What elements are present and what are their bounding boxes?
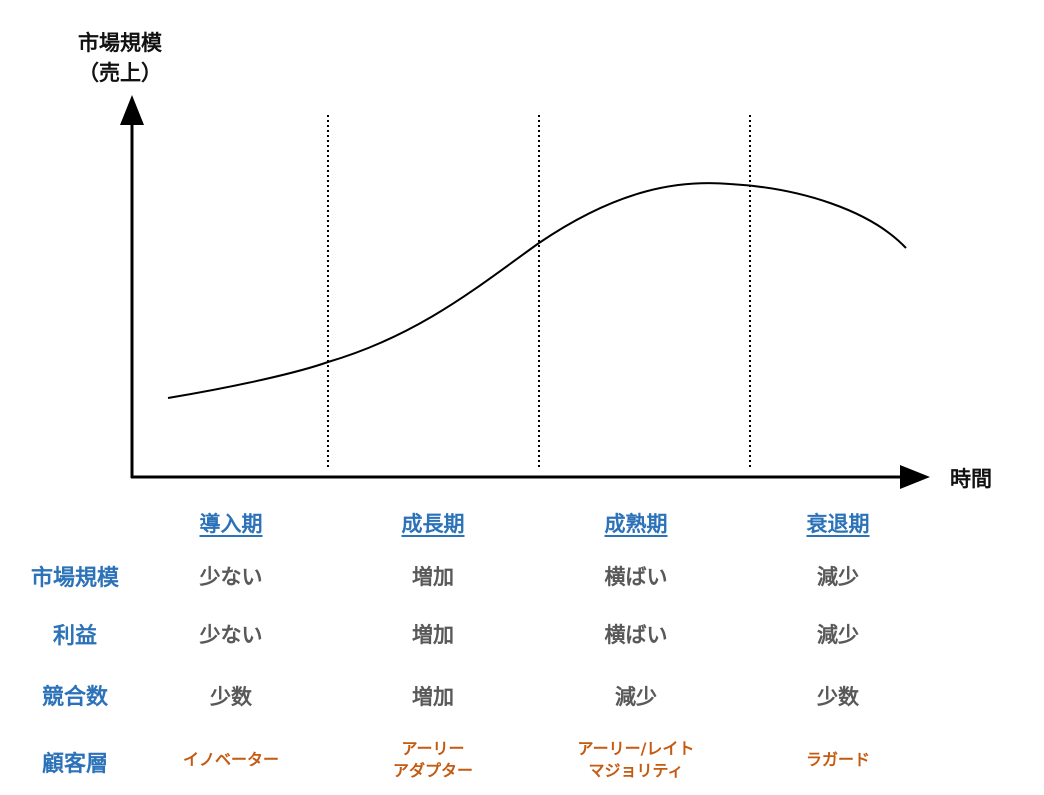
phase-decline: 衰退期 bbox=[806, 512, 870, 536]
y-axis-label-line2: （売上） bbox=[78, 61, 162, 85]
cell-competitors-decline: 少数 bbox=[817, 685, 859, 709]
cell-competitors-introduction: 少数 bbox=[210, 685, 252, 709]
phase-maturity: 成熟期 bbox=[604, 512, 668, 536]
cell-market-size-growth: 増加 bbox=[412, 565, 454, 589]
cell-customers-introduction: イノベーター bbox=[182, 750, 279, 769]
row-label-market-size: 市場規模 bbox=[30, 566, 119, 591]
phase-introduction: 導入期 bbox=[199, 512, 263, 536]
cell-profit-growth: 増加 bbox=[412, 623, 454, 647]
lifecycle-curve bbox=[167, 182, 907, 399]
y-axis-label-line1: 市場規模 bbox=[78, 31, 162, 55]
cell-customers-growth: アーリー アダプター bbox=[392, 739, 473, 780]
cell-profit-maturity: 横ばい bbox=[604, 623, 668, 647]
row-label-competitors: 競合数 bbox=[41, 685, 108, 710]
cell-market-size-introduction: 少ない bbox=[199, 565, 263, 589]
y-axis-label: 市場規模 （売上） bbox=[60, 28, 180, 88]
row-label-profit: 利益 bbox=[52, 624, 97, 649]
cell-customers-maturity: アーリー/レイト マジョリティ bbox=[577, 739, 695, 780]
cell-profit-decline: 減少 bbox=[817, 623, 859, 647]
cell-customers-decline: ラガード bbox=[805, 750, 870, 769]
cell-market-size-decline: 減少 bbox=[817, 565, 859, 589]
cell-competitors-growth: 増加 bbox=[412, 685, 454, 709]
cell-market-size-maturity: 横ばい bbox=[604, 565, 668, 589]
cell-profit-introduction: 少ない bbox=[199, 623, 263, 647]
x-axis-label: 時間 bbox=[950, 467, 992, 491]
row-label-customers: 顧客層 bbox=[41, 752, 108, 777]
cell-competitors-maturity: 減少 bbox=[615, 685, 657, 709]
phase-growth: 成長期 bbox=[401, 512, 465, 536]
